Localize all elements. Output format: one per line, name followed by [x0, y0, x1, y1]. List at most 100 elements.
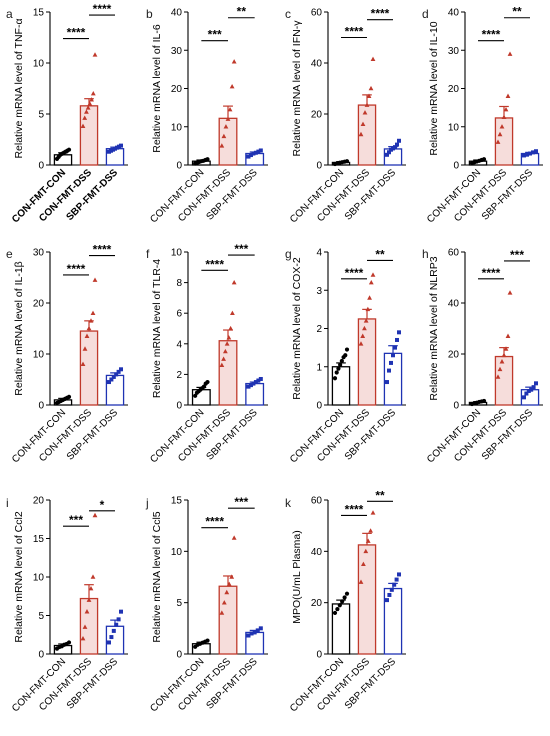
panel-letter: h — [422, 247, 429, 261]
y-tick-label: 0 — [38, 650, 44, 661]
data-point — [66, 147, 72, 152]
y-tick-label: 20 — [33, 496, 45, 507]
y-tick-label: 10 — [33, 573, 45, 584]
data-point — [335, 606, 340, 612]
data-point — [501, 114, 507, 119]
y-tick-label: 10 — [171, 547, 183, 558]
data-point — [106, 149, 111, 154]
data-point — [248, 153, 253, 158]
data-point — [246, 384, 251, 389]
data-point — [86, 597, 92, 602]
panel-letter: c — [285, 7, 291, 21]
significance-label: ** — [237, 5, 247, 19]
significance-label: **** — [482, 28, 501, 42]
data-point — [253, 380, 258, 385]
data-point — [526, 388, 531, 393]
data-point — [360, 333, 366, 338]
y-tick-label: 30 — [448, 46, 460, 57]
data-point — [332, 376, 338, 381]
y-tick-label: 5 — [176, 598, 182, 609]
data-point — [115, 145, 120, 150]
y-tick-label: 10 — [33, 59, 45, 70]
panel-letter: k — [285, 496, 292, 510]
y-axis-label: Relative mRNA level of IL-6 — [151, 24, 163, 153]
data-point — [495, 374, 501, 379]
bar-2 — [218, 340, 238, 406]
data-point — [92, 512, 98, 518]
data-point — [386, 368, 391, 373]
data-point — [524, 152, 529, 157]
data-point — [117, 144, 122, 149]
y-axis-label: Relative mRNA level of IFN-γ — [291, 20, 303, 157]
data-point — [229, 574, 235, 579]
data-point — [364, 102, 370, 107]
data-point — [503, 106, 509, 112]
panel-letter: b — [146, 7, 153, 21]
significance-label: *** — [510, 248, 524, 262]
data-point — [82, 115, 88, 120]
data-point — [248, 383, 253, 388]
significance-label: **** — [205, 515, 224, 529]
data-point — [255, 628, 260, 633]
data-point — [246, 633, 251, 638]
data-point — [221, 600, 227, 605]
data-point — [251, 151, 256, 156]
panel-letter: e — [6, 247, 13, 261]
y-tick-label: 0 — [38, 401, 44, 412]
data-point — [332, 610, 338, 616]
significance-label: **** — [345, 502, 364, 516]
y-tick-label: 40 — [311, 547, 323, 558]
data-point — [106, 380, 111, 385]
significance-label: *** — [208, 28, 222, 42]
data-point — [221, 133, 227, 139]
y-tick-label: 40 — [448, 299, 460, 310]
y-tick-label: 2 — [316, 324, 322, 335]
data-point — [363, 318, 369, 323]
y-tick-label: 0 — [316, 401, 322, 412]
data-point — [521, 395, 526, 400]
data-point — [497, 366, 503, 372]
data-point — [88, 585, 94, 591]
data-point — [256, 378, 261, 383]
data-point — [116, 617, 121, 622]
data-point — [90, 91, 96, 96]
data-point — [336, 366, 341, 371]
data-point — [387, 592, 392, 597]
y-tick-label: 20 — [311, 598, 323, 609]
data-point — [225, 116, 231, 121]
data-point — [358, 579, 364, 584]
data-point — [505, 333, 511, 338]
data-point — [391, 353, 395, 358]
data-point — [481, 398, 487, 404]
data-point — [507, 290, 513, 295]
data-point — [119, 143, 124, 148]
panel-letter: f — [146, 247, 150, 261]
data-point — [228, 325, 234, 331]
data-point — [386, 150, 391, 155]
y-tick-label: 4 — [316, 248, 322, 259]
y-axis-label: Relative mRNA level of IL-10 — [428, 21, 440, 155]
data-point — [92, 277, 98, 282]
data-point — [358, 341, 364, 346]
data-point — [370, 56, 376, 61]
data-point — [393, 145, 398, 150]
data-point — [219, 362, 225, 368]
data-point — [370, 272, 376, 277]
data-point — [258, 376, 263, 381]
data-point — [222, 348, 228, 354]
y-tick-label: 20 — [448, 350, 460, 361]
y-tick-label: 10 — [171, 248, 183, 259]
data-point — [531, 385, 536, 390]
bar-2 — [494, 355, 514, 406]
bar-2 — [79, 597, 99, 655]
data-point — [344, 347, 350, 352]
data-point — [119, 367, 124, 372]
data-point — [397, 330, 402, 335]
bar-2 — [79, 105, 99, 166]
